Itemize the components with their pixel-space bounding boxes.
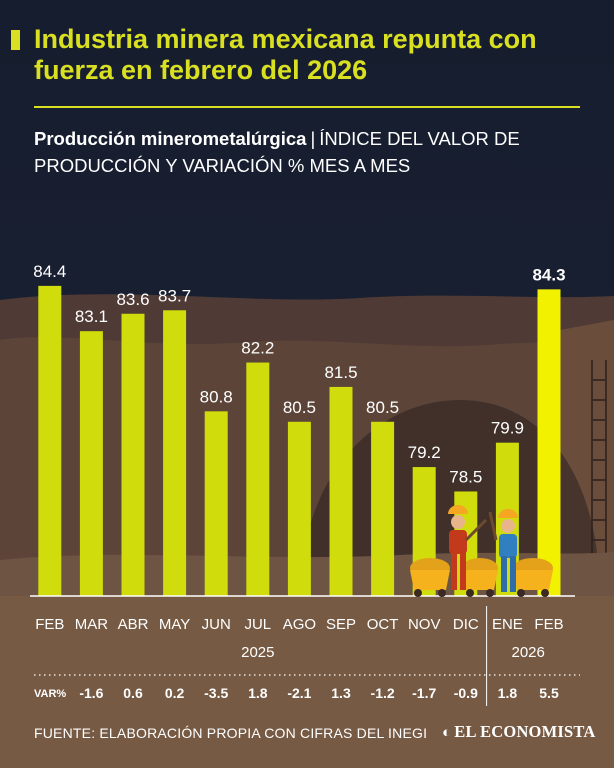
- variation-value: -3.5: [204, 685, 228, 701]
- subtitle-strong: Producción minerometalúrgica: [34, 128, 307, 149]
- value-label: 78.5: [449, 467, 482, 486]
- x-tick-label: DIC: [453, 616, 479, 633]
- x-tick-label: AGO: [283, 616, 316, 633]
- value-label: 83.6: [116, 290, 149, 309]
- x-tick-label: ABR: [118, 616, 149, 633]
- variation-row-label: VAR%: [34, 688, 66, 700]
- bar-6: [246, 362, 270, 596]
- x-tick-label: JUL: [244, 616, 271, 633]
- x-tick-label: MAY: [159, 616, 190, 633]
- value-label: 79.2: [408, 443, 441, 462]
- subtitle-rest: ÍNDICE DEL VALOR DE PRODUCCIÓN Y VARIACI…: [34, 128, 520, 176]
- value-label: 81.5: [324, 363, 357, 382]
- variation-value: 1.8: [248, 685, 268, 701]
- variation-value: 5.5: [539, 685, 559, 701]
- x-tick-label: JUN: [202, 616, 231, 633]
- miner-right-icon: [488, 509, 518, 592]
- bar-7: [287, 421, 311, 596]
- variation-value: -1.7: [412, 685, 436, 701]
- bar-3: [121, 313, 145, 596]
- bar-5: [204, 411, 228, 596]
- bar-8: [329, 386, 353, 596]
- chart-subtitle: Producción minerometalúrgica | ÍNDICE DEL …: [34, 125, 594, 179]
- brand-icon: ◐: [442, 725, 452, 741]
- value-label: 83.1: [75, 307, 108, 326]
- mine-cart-middle: [462, 558, 498, 597]
- x-tick-label: MAR: [75, 616, 109, 633]
- x-tick-label: FEB: [35, 616, 64, 633]
- variation-value: 0.2: [165, 685, 185, 701]
- source-note: FUENTE: ELABORACIÓN PROPIA CON CIFRAS DE…: [34, 725, 428, 741]
- value-label: 83.7: [158, 286, 191, 305]
- variation-value: -1.2: [371, 685, 395, 701]
- variation-value: -1.6: [79, 685, 103, 701]
- value-label: 80.8: [200, 387, 233, 406]
- variation-value: -0.9: [454, 685, 478, 701]
- x-tick-label: NOV: [408, 616, 441, 633]
- mine-cart-right: [513, 558, 553, 597]
- year-label: 2025: [241, 644, 274, 661]
- value-label: 80.5: [366, 398, 399, 417]
- x-tick-label: ENE: [492, 616, 523, 633]
- bar-1: [38, 285, 62, 596]
- miner-left-icon: [448, 505, 488, 590]
- value-label: 79.9: [491, 419, 524, 438]
- brand-logo: ◐ EL ECONOMISTA: [442, 722, 595, 742]
- x-tick-label: FEB: [534, 616, 563, 633]
- variation-value: 0.6: [123, 685, 143, 701]
- ground-band: [0, 596, 614, 768]
- subtitle-separator: |: [310, 128, 316, 149]
- value-label: 80.5: [283, 398, 316, 417]
- x-tick-label: OCT: [367, 616, 399, 633]
- title-divider: [34, 106, 580, 108]
- value-label: 82.2: [241, 339, 274, 358]
- variation-value: 1.8: [498, 685, 518, 701]
- variation-value: -2.1: [287, 685, 311, 701]
- value-label: 84.3: [532, 265, 565, 284]
- bar-13: [537, 289, 561, 596]
- bar-4: [163, 310, 187, 596]
- mine-cart-left: [410, 558, 450, 597]
- value-label: 84.4: [33, 262, 66, 281]
- brand-name: EL ECONOMISTA: [454, 722, 596, 741]
- title-marker: [11, 30, 20, 50]
- page-title: Industria minera mexicana repunta con fu…: [34, 24, 537, 85]
- variation-value: 1.3: [331, 685, 351, 701]
- year-label: 2026: [512, 644, 545, 661]
- bar-9: [371, 421, 395, 596]
- x-tick-label: SEP: [326, 616, 356, 633]
- bar-2: [79, 331, 103, 596]
